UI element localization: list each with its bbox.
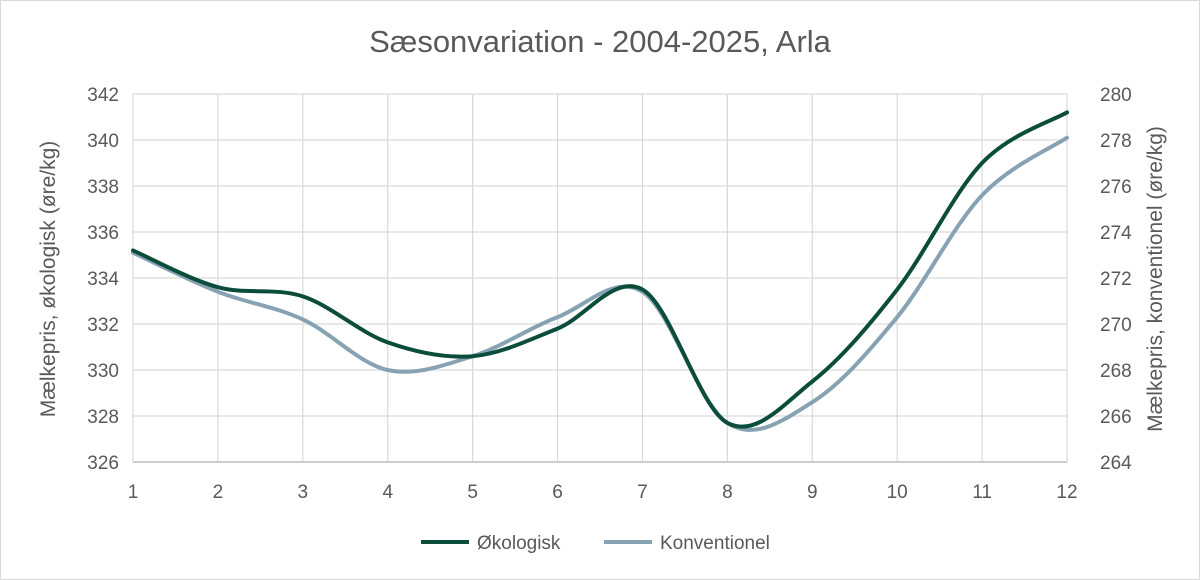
x-tick-label: 4 (382, 482, 393, 503)
x-tick-label: 5 (467, 482, 478, 503)
right-y-tick-label: 278 (1100, 131, 1132, 152)
x-tick-label: 11 (972, 482, 992, 503)
x-tick-label: 10 (887, 482, 908, 503)
legend-label-konventionel: Konventionel (660, 533, 770, 554)
legend-label-okologisk: Økologisk (477, 533, 561, 554)
left-y-tick-label: 334 (87, 269, 119, 290)
left-y-tick-label: 340 (87, 131, 119, 152)
left-y-tick-label: 336 (87, 223, 119, 244)
series-line-konventionel (131, 135, 1069, 432)
right-y-tick-labels: 264 266 268 270 272 274 276 278 280 (1100, 85, 1132, 474)
right-y-tick-label: 276 (1100, 177, 1132, 198)
x-tick-label: 1 (128, 482, 139, 503)
left-y-tick-label: 326 (87, 453, 119, 474)
right-y-tick-label: 270 (1100, 315, 1132, 336)
right-y-tick-label: 268 (1100, 361, 1132, 382)
left-y-tick-label: 328 (87, 407, 119, 428)
right-y-tick-label: 272 (1100, 269, 1132, 290)
x-tick-label: 9 (807, 482, 818, 503)
x-tick-label: 3 (298, 482, 309, 503)
right-y-tick-label: 274 (1100, 223, 1132, 244)
right-axis-title: Mælkepris, konventionel (øre/kg) (1144, 126, 1167, 432)
left-y-tick-label: 330 (87, 361, 119, 382)
left-axis-title: Mælkepris, økologisk (øre/kg) (37, 141, 60, 418)
x-tick-labels: 1 2 3 4 5 6 7 8 9 10 11 12 (128, 482, 1078, 503)
right-y-tick-label: 266 (1100, 407, 1132, 428)
x-tick-label: 12 (1056, 482, 1077, 503)
x-tick-label: 7 (637, 482, 648, 503)
x-tick-label: 8 (722, 482, 733, 503)
left-y-tick-labels: 326 328 330 332 334 336 338 340 342 (87, 85, 119, 474)
x-tick-label: 2 (213, 482, 224, 503)
chart-title: Sæsonvariation - 2004-2025, Arla (369, 24, 832, 59)
left-y-tick-label: 338 (87, 177, 119, 198)
left-y-tick-label: 342 (87, 85, 119, 106)
legend: Økologisk Konventionel (421, 533, 770, 554)
series-line-okologisk (131, 110, 1069, 429)
right-y-tick-label: 264 (1100, 453, 1132, 474)
x-tick-label: 6 (552, 482, 563, 503)
right-y-tick-label: 280 (1100, 85, 1132, 106)
series-layer (131, 110, 1069, 432)
left-y-tick-label: 332 (87, 315, 119, 336)
